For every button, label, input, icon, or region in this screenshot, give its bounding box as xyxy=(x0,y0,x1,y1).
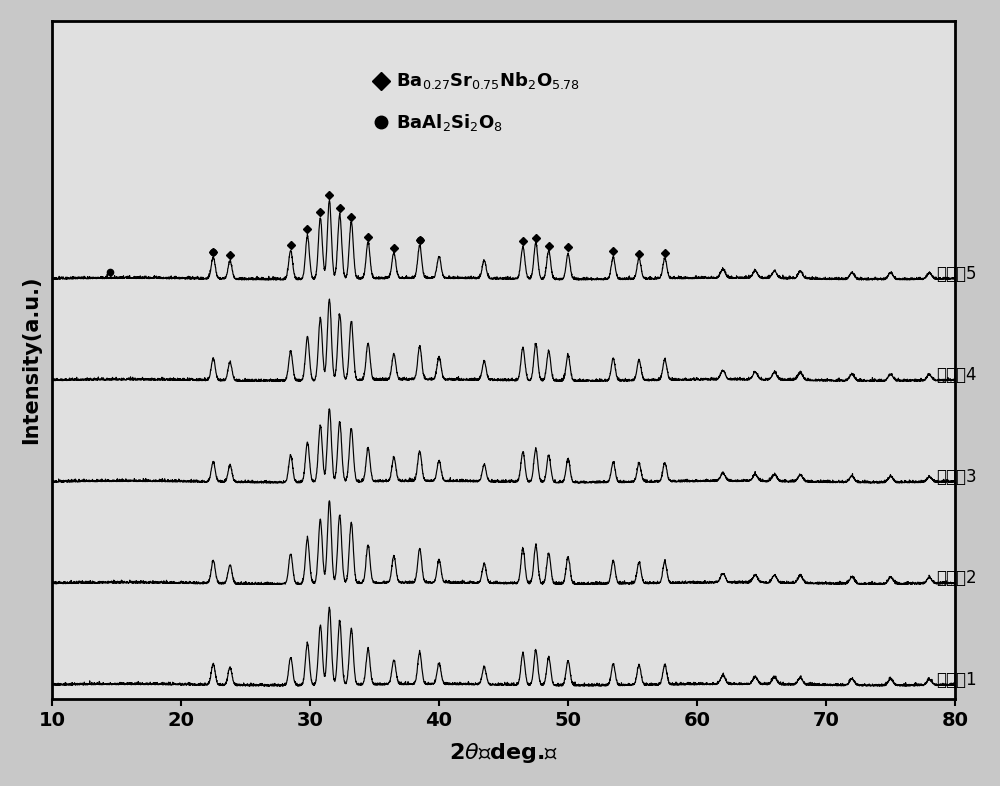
Text: BaAl$_{2}$Si$_{2}$O$_{8}$: BaAl$_{2}$Si$_{2}$O$_{8}$ xyxy=(396,112,504,133)
X-axis label: 2$\theta$（deg.）: 2$\theta$（deg.） xyxy=(449,741,558,765)
Text: 实施套5: 实施套5 xyxy=(936,265,976,283)
Y-axis label: Intensity(a.u.): Intensity(a.u.) xyxy=(21,276,41,444)
Text: Ba$_{0.27}$Sr$_{0.75}$Nb$_{2}$O$_{5.78}$: Ba$_{0.27}$Sr$_{0.75}$Nb$_{2}$O$_{5.78}$ xyxy=(396,70,580,91)
Text: 实施套4: 实施套4 xyxy=(936,366,976,384)
Text: 实施套2: 实施套2 xyxy=(936,569,976,587)
Text: 实施套3: 实施套3 xyxy=(936,468,976,486)
Text: 实施套1: 实施套1 xyxy=(936,671,976,689)
